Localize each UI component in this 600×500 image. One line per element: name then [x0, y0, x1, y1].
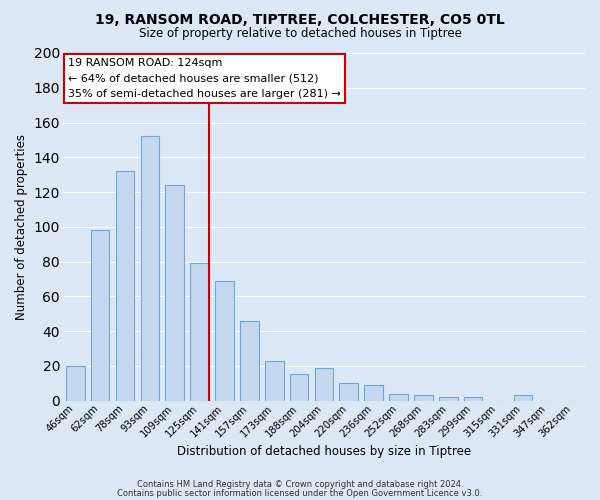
- X-axis label: Distribution of detached houses by size in Tiptree: Distribution of detached houses by size …: [177, 444, 471, 458]
- Bar: [340, 383, 358, 400]
- Bar: [91, 230, 109, 400]
- Bar: [389, 394, 408, 400]
- Bar: [514, 396, 532, 400]
- Bar: [290, 374, 308, 400]
- Bar: [140, 136, 159, 400]
- Bar: [464, 397, 482, 400]
- Text: Contains HM Land Registry data © Crown copyright and database right 2024.: Contains HM Land Registry data © Crown c…: [137, 480, 463, 489]
- Bar: [240, 320, 259, 400]
- Text: 19, RANSOM ROAD, TIPTREE, COLCHESTER, CO5 0TL: 19, RANSOM ROAD, TIPTREE, COLCHESTER, CO…: [95, 12, 505, 26]
- Bar: [439, 397, 458, 400]
- Bar: [116, 171, 134, 400]
- Bar: [314, 368, 333, 400]
- Bar: [190, 264, 209, 400]
- Text: Size of property relative to detached houses in Tiptree: Size of property relative to detached ho…: [139, 28, 461, 40]
- Bar: [215, 280, 234, 400]
- Bar: [364, 385, 383, 400]
- Bar: [166, 185, 184, 400]
- Bar: [265, 360, 284, 401]
- Text: Contains public sector information licensed under the Open Government Licence v3: Contains public sector information licen…: [118, 488, 482, 498]
- Text: 19 RANSOM ROAD: 124sqm
← 64% of detached houses are smaller (512)
35% of semi-de: 19 RANSOM ROAD: 124sqm ← 64% of detached…: [68, 58, 341, 98]
- Bar: [414, 396, 433, 400]
- Y-axis label: Number of detached properties: Number of detached properties: [15, 134, 28, 320]
- Bar: [66, 366, 85, 400]
